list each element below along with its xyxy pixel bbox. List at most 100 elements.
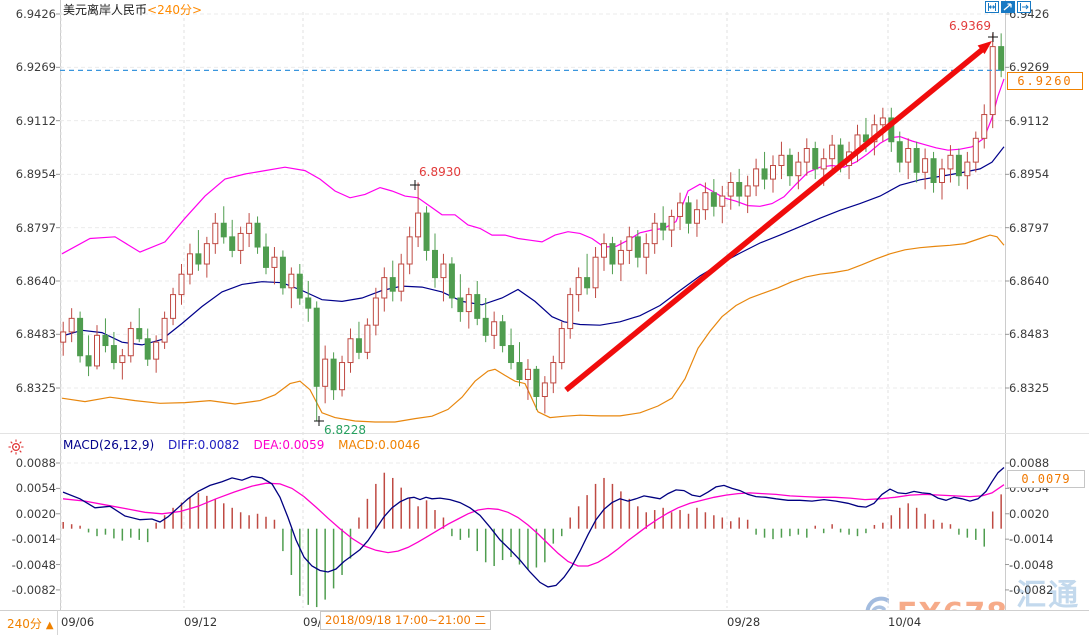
candle-up	[161, 317, 168, 343]
candle-up	[795, 161, 802, 177]
candle-up	[879, 117, 886, 126]
macd-label-left: 0.0054	[15, 481, 56, 496]
candle-down	[736, 181, 743, 197]
candle-up	[905, 148, 912, 163]
candle-down	[609, 243, 616, 265]
price-label-left: 6.9112	[15, 113, 56, 128]
candle-up	[541, 382, 548, 398]
candle-up	[820, 158, 827, 170]
candle-up	[643, 243, 650, 258]
candle-down	[85, 355, 92, 367]
price-label-right: 6.8325	[1009, 381, 1050, 395]
bar-datetime-tooltip: 2018/09/18 17:00~21:00 二	[320, 611, 492, 630]
date-label: 09/28	[727, 615, 761, 629]
macd-label-left: 0.0020	[15, 506, 56, 521]
high-annotation: 6.9369	[949, 19, 991, 33]
candle-down	[516, 362, 523, 381]
candle-up	[465, 294, 472, 313]
macd-current-value-box: 0.0079	[1007, 470, 1085, 488]
candle-up	[922, 158, 929, 173]
price-label-right: 6.8640	[1009, 274, 1050, 288]
macd-label-right: 0.0088	[1009, 456, 1050, 470]
price-label-right: 6.9269	[1009, 60, 1050, 75]
price-label-left: 6.8483	[15, 327, 56, 342]
candle-down	[482, 317, 489, 336]
macd-label-left: -0.0048	[11, 557, 56, 572]
candle-down	[930, 158, 937, 183]
price-label-left: 6.8954	[15, 167, 56, 182]
candle-down	[296, 273, 303, 299]
compress-xaxis-icon[interactable]	[985, 1, 999, 13]
candle-up	[178, 273, 185, 296]
indicator-settings-icon[interactable]	[6, 438, 26, 456]
candle-up	[203, 243, 210, 265]
candle-up	[170, 294, 177, 319]
trend-arrow-head	[977, 41, 992, 55]
macd-label-left: -0.0014	[11, 532, 56, 547]
candle-down	[313, 307, 320, 387]
shift-right-icon[interactable]	[1017, 1, 1031, 13]
candle-up	[246, 222, 253, 234]
price-label-left: 6.8325	[15, 381, 56, 395]
candle-down	[355, 338, 362, 353]
candle-down	[888, 117, 895, 143]
macd-formula: MACD(26,12,9)	[63, 438, 155, 452]
candle-up	[668, 215, 675, 231]
candle-up	[702, 192, 709, 211]
candle-up	[719, 195, 726, 207]
candle-up	[558, 328, 565, 364]
date-label: 09/12	[184, 615, 218, 629]
pan-chart-icon[interactable]	[1001, 1, 1015, 13]
boll-middle-band	[61, 146, 1005, 346]
candle-down	[474, 294, 481, 319]
price-label-left: 6.9269	[15, 60, 56, 75]
candle-up	[575, 277, 582, 296]
interval-selector[interactable]: 240分 ▲	[7, 615, 54, 632]
candle-down	[913, 148, 920, 173]
candle-up	[406, 236, 413, 265]
date-label: 10/04	[888, 615, 922, 629]
candle-down	[812, 148, 819, 170]
candle-down	[998, 46, 1005, 71]
diff-line	[62, 467, 1005, 588]
macd-label-right: -0.0048	[1009, 557, 1054, 572]
chart-toolbar	[985, 1, 1031, 13]
macd-label-left: -0.0082	[11, 582, 56, 597]
candle-down	[896, 141, 903, 163]
candle-up	[237, 232, 244, 251]
price-label-left: 6.9426	[15, 7, 56, 21]
candle-up	[744, 185, 751, 197]
candle-up	[770, 165, 776, 180]
candle-down	[499, 321, 506, 347]
candle-up	[186, 253, 193, 275]
bottom-axis-bar	[0, 610, 1089, 635]
candle-up	[372, 297, 379, 326]
candle-down	[389, 277, 396, 292]
candle-up	[592, 256, 599, 289]
candle-up	[567, 294, 574, 330]
macd-dea-value: DEA:0.0059	[253, 438, 325, 452]
candle-down	[144, 338, 151, 360]
candle-up	[939, 168, 945, 183]
candle-up	[94, 334, 100, 367]
candle-up	[127, 328, 134, 357]
candle-down	[710, 192, 717, 207]
candle-up	[947, 154, 954, 170]
price-label-right: 6.9112	[1009, 113, 1050, 128]
candle-down	[110, 345, 117, 364]
interval-tag: <240分>	[147, 3, 203, 17]
candle-up	[626, 236, 633, 251]
chart-title: 美元离岸人民币<240分>	[63, 1, 202, 18]
candle-down	[448, 263, 455, 299]
bottom-bar-divider	[57, 610, 58, 635]
candle-up	[119, 355, 126, 364]
candle-up	[972, 137, 979, 163]
date-label: 09/06	[61, 615, 95, 629]
candle-up	[364, 324, 371, 353]
current-price-box: 6.9260	[1007, 72, 1083, 90]
candle-up	[677, 202, 684, 217]
macd-label-right: -0.0082	[1009, 582, 1054, 597]
dea-line	[62, 482, 1005, 567]
